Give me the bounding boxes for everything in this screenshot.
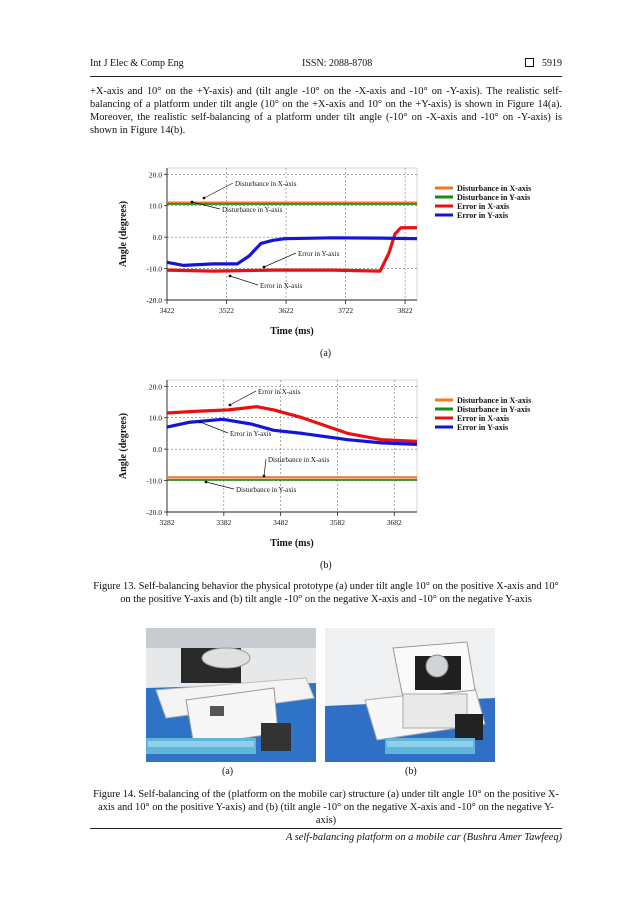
annotation-label: Error in Y-axis	[298, 250, 340, 258]
annotation-arrowhead	[204, 480, 208, 484]
y-tick-label: 0.0	[153, 445, 163, 454]
annotation-label: Error in X-axis	[258, 388, 301, 396]
x-tick-label: 3822	[398, 306, 413, 315]
x-tick-label: 3282	[160, 518, 175, 527]
y-axis-label: Angle (degrees)	[118, 201, 129, 267]
legend-label: Error in Y-axis	[457, 423, 508, 432]
x-tick-label: 3522	[219, 306, 234, 315]
plot-area	[166, 167, 418, 301]
x-tick-label: 3722	[338, 306, 353, 315]
x-tick-label: 3622	[279, 306, 294, 315]
annotation-label: Disturbance in Y-axis	[236, 486, 297, 494]
legend-label: Disturbance in Y-axis	[457, 193, 530, 202]
y-tick-label: -10.0	[146, 265, 162, 274]
y-tick-label: -20.0	[146, 296, 162, 305]
y-tick-label: -20.0	[146, 508, 162, 517]
series-line-error-in-x-axis	[166, 405, 418, 443]
header-rule	[90, 76, 562, 77]
annotation-label: Disturbance in Y-axis	[222, 206, 283, 214]
legend-label: Disturbance in X-axis	[457, 184, 531, 193]
figure14-caption: Figure 14. Self-balancing of the (platfo…	[93, 789, 559, 826]
page-number-group: 5919	[525, 58, 562, 69]
x-axis-label: Time (ms)	[270, 538, 313, 549]
x-tick-label: 3422	[160, 306, 175, 315]
y-tick-label: -10.0	[146, 477, 162, 486]
annotation-label: Error in Y-axis	[230, 430, 272, 438]
issn: ISSN: 2088-8708	[302, 58, 373, 69]
figure13b-label: (b)	[320, 560, 332, 571]
x-tick-label: 3582	[330, 518, 345, 527]
x-axis-label: Time (ms)	[270, 326, 313, 337]
annotation-arrow	[203, 182, 234, 199]
annotation-arrowhead	[228, 274, 232, 278]
annotation-arrowhead	[190, 200, 194, 204]
photo-platform-b	[325, 628, 495, 762]
annotation-arrow	[229, 390, 257, 406]
figure13a-label: (a)	[320, 348, 332, 359]
legend-label: Error in X-axis	[457, 414, 509, 423]
x-tick-label: 3482	[273, 518, 288, 527]
photo-platform-a	[146, 628, 316, 762]
annotation-label: Disturbance in X-axis	[235, 180, 297, 188]
annotation-arrow	[229, 275, 259, 286]
annotation-arrow	[191, 201, 221, 210]
journal-name: Int J Elec & Comp Eng	[90, 58, 184, 69]
y-tick-label: 20.0	[149, 382, 162, 391]
annotation-arrowhead	[262, 265, 266, 269]
figure13-caption: Figure 13. Self-balancing behavior the p…	[93, 581, 559, 605]
x-tick-label: 3382	[216, 518, 231, 527]
legend-label: Disturbance in X-axis	[457, 396, 531, 405]
annotation-arrow	[263, 458, 267, 477]
y-tick-label: 10.0	[149, 414, 162, 423]
plot-area	[166, 379, 418, 513]
annotation-label: Error in X-axis	[260, 282, 303, 290]
series-line-error-in-y-axis	[166, 236, 418, 268]
legend-label: Disturbance in Y-axis	[457, 405, 530, 414]
running-footer: A self-balancing platform on a mobile ca…	[285, 832, 562, 843]
series-line-error-in-x-axis	[166, 226, 417, 273]
annotation-arrowhead	[202, 196, 206, 200]
annotation-arrow	[263, 252, 297, 268]
annotation-arrow	[205, 481, 235, 490]
annotation-label: Disturbance in X-axis	[268, 456, 330, 464]
annotation-arrowhead	[228, 403, 232, 407]
footer-rule	[90, 828, 562, 829]
square-bullet-icon	[525, 58, 534, 67]
body-paragraph: +X-axis and 10° on the +Y-axis) and (til…	[90, 86, 562, 136]
y-tick-label: 20.0	[149, 170, 162, 179]
y-axis-label: Angle (degrees)	[118, 413, 129, 479]
x-tick-label: 3682	[387, 518, 402, 527]
y-tick-label: 10.0	[149, 202, 162, 211]
legend-label: Error in Y-axis	[457, 211, 508, 220]
legend-label: Error in X-axis	[457, 202, 509, 211]
figure14b-label: (b)	[405, 766, 417, 777]
running-header: Int J Elec & Comp Eng ISSN: 2088-8708 59…	[90, 52, 562, 74]
annotation-arrowhead	[262, 474, 266, 478]
y-tick-label: 0.0	[153, 233, 163, 242]
page-number: 5919	[542, 58, 562, 69]
annotation-arrow	[199, 421, 229, 434]
annotation-arrowhead	[198, 420, 202, 424]
figure14a-label: (a)	[222, 766, 234, 777]
